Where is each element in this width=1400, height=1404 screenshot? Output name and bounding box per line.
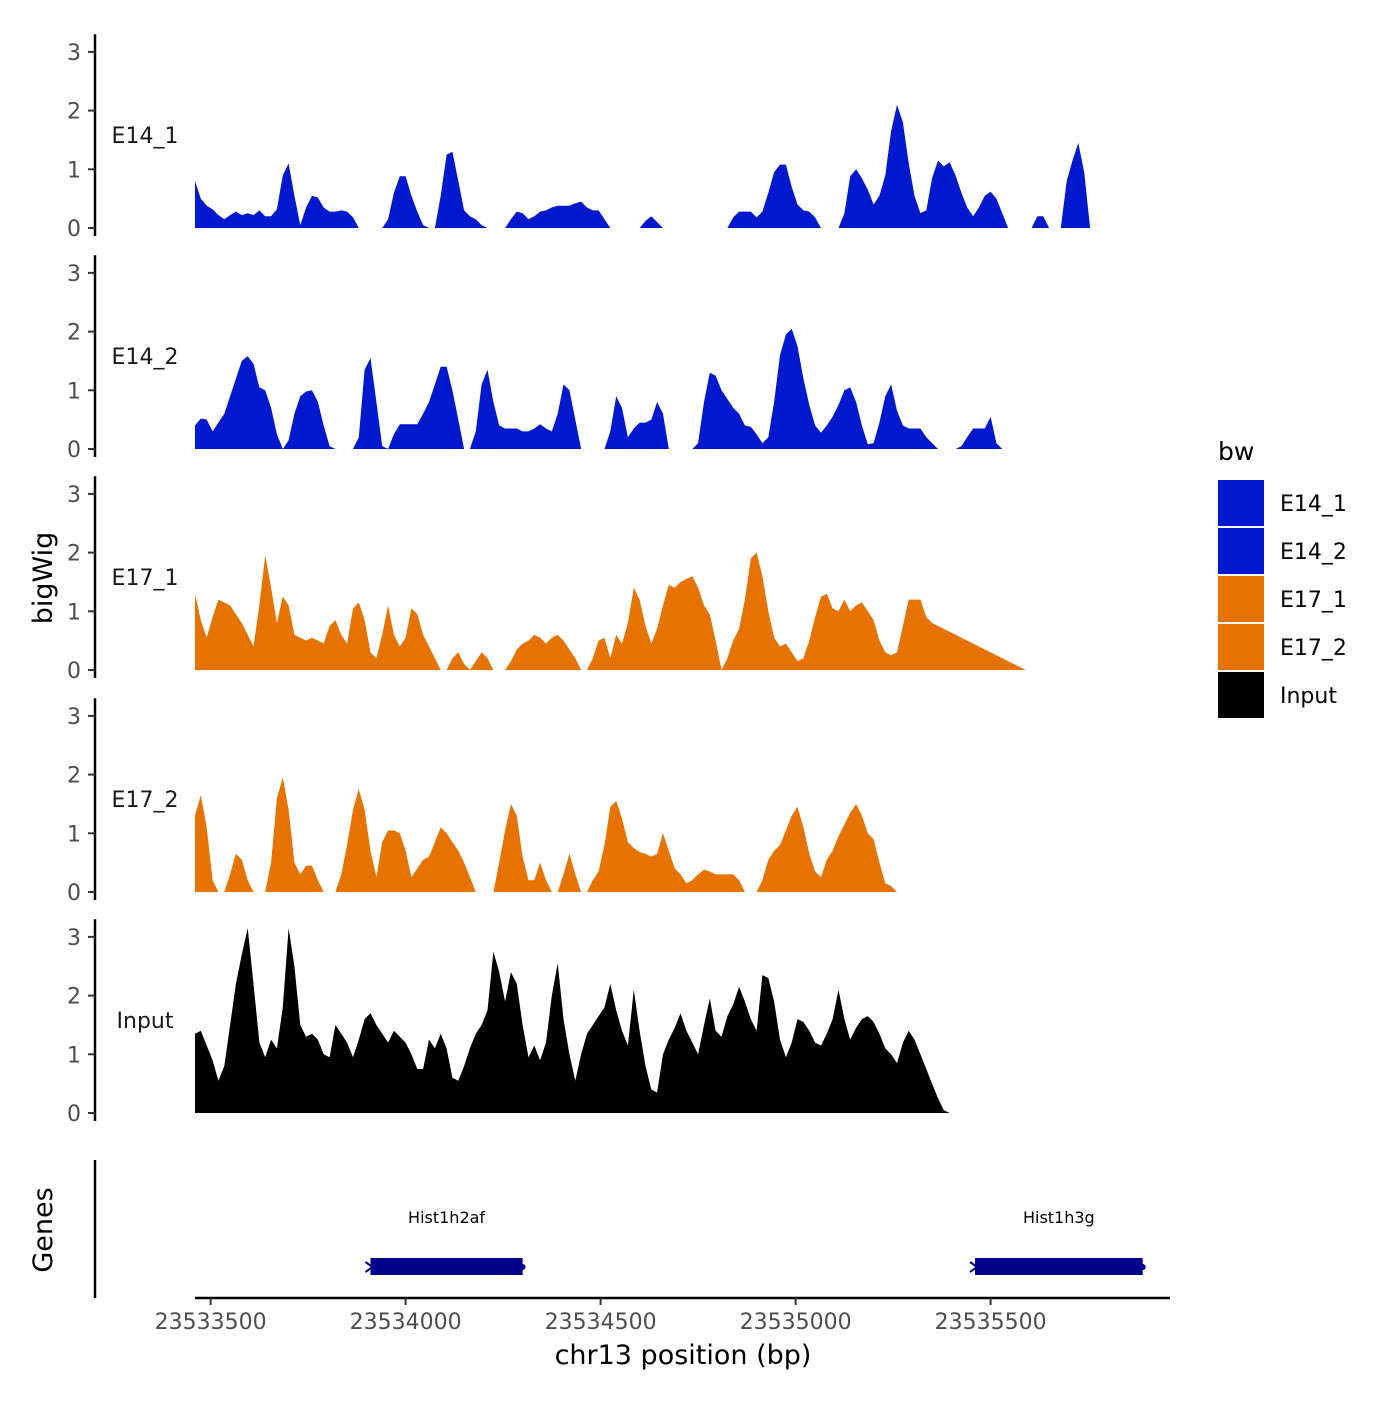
y-tick-label: 2 [67,764,81,789]
gene-end-marker [1139,1264,1146,1270]
y-tick-label: 0 [67,659,81,684]
genes-track: Hist1h2af Hist1h3g [93,1160,1146,1298]
y-tick-label: 3 [67,483,81,508]
y-axis-label: bigWig [28,532,59,625]
legend-item-E17_2: E17_2 [1218,624,1347,670]
genes-track-label: Genes [28,1187,59,1272]
y-tick-label: 0 [67,1102,81,1127]
track-label-E17_2: E17_2 [112,788,179,813]
x-axis-label: chr13 position (bp) [555,1340,812,1371]
y-tick-label: 3 [67,705,81,730]
y-tick-label: 2 [67,542,81,567]
track-area-E14_2 [195,328,1143,449]
y-tick-label: 2 [67,321,81,346]
track-Input: 0 1 2 3 Input [67,919,1167,1127]
y-tick-label: 0 [67,217,81,242]
legend-item-Input: Input [1218,672,1337,718]
y-tick-label: 1 [67,822,81,847]
track-area-E14_1 [195,104,1137,228]
x-tick-label: 23534500 [545,1310,657,1335]
legend-swatch [1218,576,1264,622]
legend-swatch [1218,624,1264,670]
y-tick-label: 1 [67,600,81,625]
y-tick-label: 1 [67,1043,81,1068]
track-E14_2: 0 1 2 3 E14_2 [67,255,1143,463]
x-tick-label: 23535500 [935,1310,1047,1335]
x-tick-label: 23535000 [740,1310,852,1335]
y-tick-label: 3 [67,926,81,951]
legend-label: Input [1280,684,1337,709]
y-tick-label: 2 [67,985,81,1010]
track-E17_2: 0 1 2 3 E17_2 [67,698,1149,906]
track-label-E14_1: E14_1 [112,124,179,149]
gene-label: Hist1h2af [408,1208,485,1227]
track-E17_1: 0 1 2 3 E17_1 [67,476,1149,684]
track-area-E17_2 [195,777,1149,892]
legend-item-E14_2: E14_2 [1218,528,1347,574]
y-tick-label: 3 [67,262,81,287]
x-tick-label: 23534000 [350,1310,462,1335]
legend-item-E17_1: E17_1 [1218,576,1347,622]
legend-label: E14_1 [1280,492,1347,517]
track-E14_1: 0 1 2 3 E14_1 [67,34,1137,242]
legend-label: E17_1 [1280,588,1347,613]
track-label-E14_2: E14_2 [112,345,179,370]
x-axis: 23533500 23534000 23534500 23535000 23535500 [155,1296,1170,1335]
legend-label: E17_2 [1280,636,1347,661]
legend: bw E14_1 E14_2 E17_1 E17_2 Input [1218,437,1347,718]
gene-Hist1h3g: Hist1h3g [969,1208,1146,1275]
legend-swatch [1218,528,1264,574]
y-tick-label: 0 [67,438,81,463]
y-tick-label: 0 [67,881,81,906]
gene-strand-arrow-icon [364,1261,375,1273]
y-tick-label: 1 [67,379,81,404]
gene-strand-arrow-icon [969,1261,979,1273]
legend-swatch [1218,672,1264,718]
track-area-E17_1 [195,552,1149,670]
x-tick-label: 23533500 [155,1310,267,1335]
gene-label: Hist1h3g [1023,1208,1095,1227]
gene-Hist1h2af: Hist1h2af [364,1208,526,1275]
track-label-Input: Input [117,1009,174,1034]
track-area-Input [195,928,1167,1113]
y-tick-label: 2 [67,100,81,125]
legend-title: bw [1218,437,1254,466]
y-tick-label: 3 [67,41,81,66]
gene-body [370,1258,523,1275]
gene-end-marker [519,1264,526,1270]
gene-body [975,1258,1143,1275]
legend-swatch [1218,480,1264,526]
signal-tracks: 0 1 2 3 E14_1 0 1 2 3 E14_2 0 1 2 3 E17_1 0 1 2 3 E17_2 0 1 2 3… [67,34,1167,1127]
y-tick-label: 1 [67,158,81,183]
legend-label: E14_2 [1280,540,1347,565]
track-label-E17_1: E17_1 [112,566,179,591]
legend-item-E14_1: E14_1 [1218,480,1347,526]
